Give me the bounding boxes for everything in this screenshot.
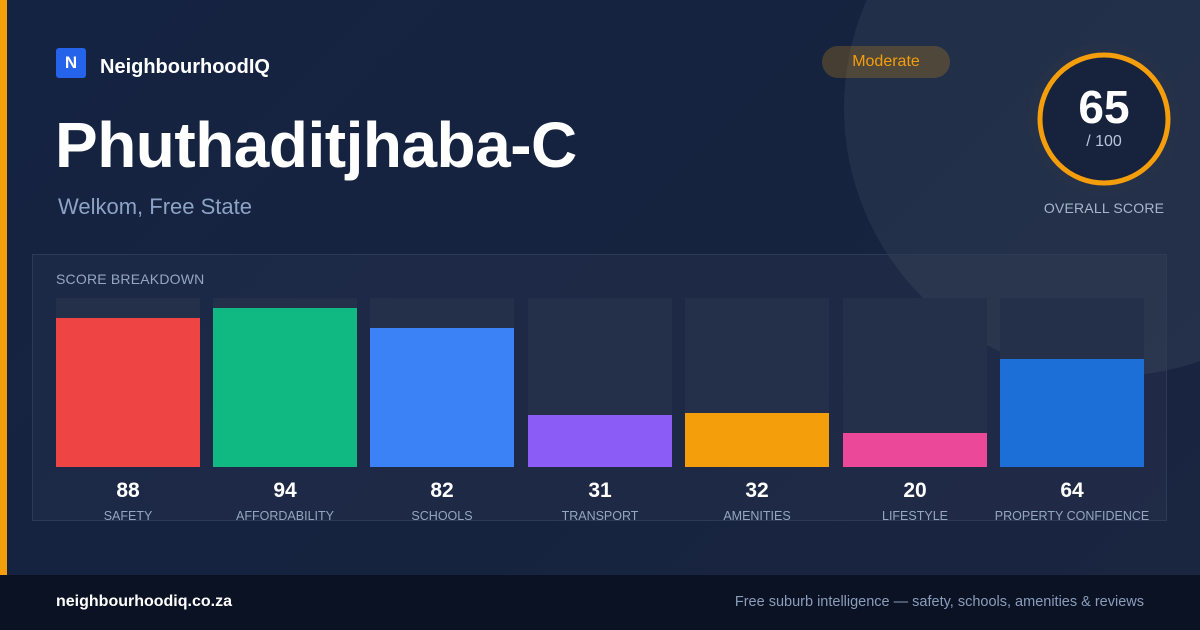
- bar-label: LIFESTYLE: [882, 509, 948, 523]
- bar-column-safety: 88 SAFETY: [56, 298, 200, 523]
- footer-domain-link[interactable]: neighbourhoodiq.co.za: [56, 593, 232, 610]
- suburb-location: Welkom, Free State: [58, 194, 252, 219]
- bar-track: [685, 298, 829, 467]
- bar-fill-schools: [370, 328, 514, 467]
- bar-track: [528, 298, 672, 467]
- bar-track: [1000, 298, 1144, 467]
- overall-score-value: 65: [1078, 81, 1130, 133]
- bar-column-amenities: 32 AMENITIES: [685, 298, 829, 523]
- bar-track: [213, 298, 357, 467]
- bar-value: 31: [588, 479, 612, 502]
- footer-tagline: Free suburb intelligence — safety, schoo…: [734, 594, 1144, 610]
- bar-column-property-confidence: 64 PROPERTY CONFIDENCE: [995, 298, 1149, 523]
- suburb-title: Phuthaditjhaba-C: [55, 109, 577, 181]
- logo-icon: N: [56, 47, 86, 78]
- bar-fill-transport: [528, 414, 672, 467]
- bar-value: 94: [273, 479, 297, 502]
- rating-badge: Moderate: [822, 46, 950, 78]
- overall-score-max: / 100: [1086, 133, 1122, 150]
- bar-column-lifestyle: 20 LIFESTYLE: [843, 298, 987, 523]
- bar-value: 20: [903, 479, 927, 502]
- bar-value: 88: [116, 479, 140, 502]
- footer: neighbourhoodiq.co.za Free suburb intell…: [0, 575, 1200, 630]
- bar-fill-amenities: [685, 412, 829, 467]
- bar-value: 82: [430, 479, 454, 502]
- bar-label: AMENITIES: [723, 509, 791, 523]
- overall-score-ring: 65 / 100: [1028, 43, 1180, 195]
- bar-label: AFFORDABILITY: [236, 509, 334, 523]
- bar-fill-property-confidence: [1000, 358, 1144, 467]
- bar-track: [56, 298, 200, 467]
- accent-bar: [0, 0, 7, 575]
- bar-label: PROPERTY CONFIDENCE: [994, 509, 1150, 523]
- brand[interactable]: N NeighbourhoodIQ: [56, 46, 270, 79]
- bar-column-affordability: 94 AFFORDABILITY: [213, 298, 357, 523]
- bar-column-transport: 31 TRANSPORT: [528, 298, 672, 523]
- breakdown-title: SCORE BREAKDOWN: [56, 271, 205, 287]
- bar-fill-affordability: [213, 308, 357, 467]
- bar-value: 32: [745, 479, 769, 502]
- bar-label: SCHOOLS: [411, 509, 473, 523]
- bar-label: SAFETY: [103, 509, 153, 523]
- bar-track: [370, 298, 514, 467]
- bar-track: [843, 298, 987, 467]
- bar-label: TRANSPORT: [561, 509, 639, 523]
- bar-fill-safety: [56, 318, 200, 467]
- brand-name: NeighbourhoodIQ: [100, 56, 270, 78]
- bar-fill-lifestyle: [843, 433, 987, 467]
- score-card: N NeighbourhoodIQ Moderate Phuthaditjhab…: [0, 0, 1200, 575]
- overall-score-label: OVERALL SCORE: [1043, 200, 1165, 216]
- bar-value: 64: [1060, 479, 1084, 502]
- score-breakdown-panel: SCORE BREAKDOWN 88 SAFETY 94 AFFORDABILI…: [32, 254, 1167, 523]
- bar-column-schools: 82 SCHOOLS: [370, 298, 514, 523]
- score-ring-graphic: [1028, 43, 1180, 195]
